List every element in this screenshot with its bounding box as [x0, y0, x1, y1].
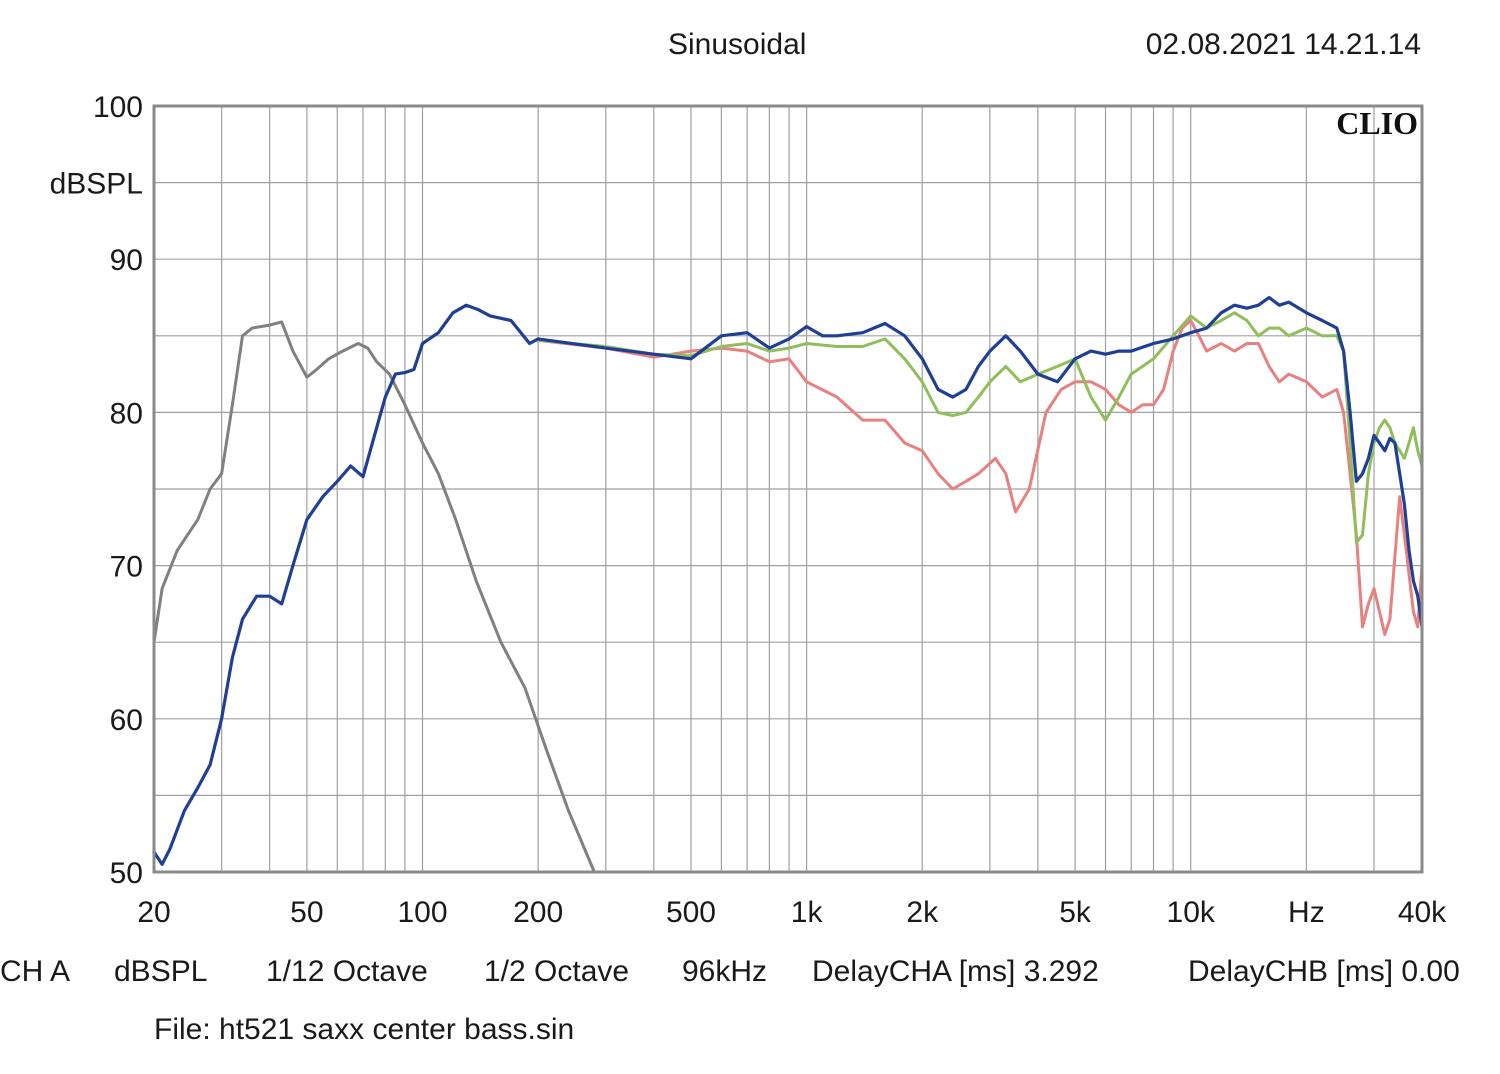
x-tick-label-1: 50: [290, 896, 323, 929]
y-tick-label-50: 50: [110, 857, 143, 890]
measurement-settings-footer: CH A dBSPL 1/12 Octave 1/2 Octave 96kHz …: [0, 952, 1500, 992]
footer-channel: CH A: [0, 955, 71, 988]
series-line-green: [536, 311, 1424, 545]
x-tick-label-2: 100: [397, 896, 447, 929]
y-tick-label-60: 60: [110, 704, 143, 737]
curves: [152, 295, 1424, 874]
footer-delay-chb: DelayCHB [ms] 0.00: [1188, 955, 1460, 988]
clio-logo-text: CLIO: [1336, 105, 1418, 141]
x-tick-label-7: 5k: [1059, 896, 1092, 929]
footer-delay-cha: DelayCHA [ms] 3.292: [812, 955, 1099, 988]
tick-labels: 50 60 70 80 90 100 20 50 100 200 500 1k 2k 5k 10k Hz 40k: [93, 91, 1447, 929]
plot-frame: [152, 104, 1424, 874]
footer-sample-rate: 96kHz: [682, 955, 768, 988]
footer-resolution: 1/12 Octave: [266, 955, 428, 988]
y-axis-label: dBSPL: [50, 168, 143, 201]
file-name: File: ht521 saxx center bass.sin: [154, 1013, 575, 1046]
y-tick-label-100: 100: [93, 91, 143, 124]
y-tick-label-70: 70: [110, 551, 143, 584]
measurement-datetime: 02.08.2021 14.21.14: [1145, 28, 1421, 61]
x-tick-label-8: 10k: [1167, 896, 1216, 929]
x-tick-label-9: Hz: [1288, 896, 1325, 929]
y-tick-label-80: 80: [110, 397, 143, 430]
x-tick-label-3: 200: [513, 896, 563, 929]
footer-unit: dBSPL: [114, 955, 208, 988]
footer-smoothing: 1/2 Octave: [484, 955, 630, 988]
x-tick-label-0: 20: [137, 896, 170, 929]
series-line-blue: [152, 295, 1424, 866]
y-tick-label-90: 90: [110, 244, 143, 277]
x-tick-label-10: 40k: [1398, 896, 1447, 929]
series-line-red: [536, 319, 1424, 636]
x-tick-label-5: 1k: [791, 896, 824, 929]
x-tick-label-4: 500: [666, 896, 716, 929]
x-tick-label-6: 2k: [906, 896, 939, 929]
grid: [154, 106, 1422, 872]
measurement-type-title: Sinusoidal: [668, 28, 807, 61]
series-line-grey: [152, 320, 596, 874]
